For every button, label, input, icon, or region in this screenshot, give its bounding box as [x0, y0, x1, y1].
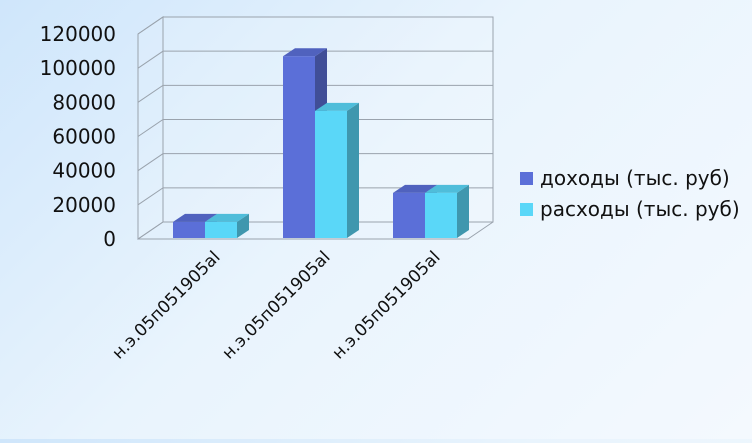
gridline [137, 221, 493, 240]
bar-income-top [283, 48, 327, 57]
y-tick-label: 120000 [40, 22, 116, 46]
x-tick-label: н.э.05п051905аl [329, 247, 445, 363]
gridline [137, 153, 493, 172]
y-tick-label: 100000 [40, 56, 116, 80]
y-tick-label: 0 [103, 227, 116, 251]
bar-expenses-side [347, 102, 359, 238]
bar-income [393, 192, 425, 238]
gridline [137, 50, 493, 69]
legend-label-income: доходы (тыс. руб) [540, 166, 730, 190]
bar-expenses-top [205, 213, 249, 222]
bar-expenses [205, 221, 237, 238]
y-tick-label: 80000 [52, 90, 116, 114]
legend-item-expenses: расходы (тыс. руб) [518, 197, 748, 222]
bar-expenses [315, 110, 347, 238]
bar-income [173, 221, 205, 238]
legend-item-income: доходы (тыс. руб) [518, 166, 748, 191]
legend: доходы (тыс. руб) расходы (тыс. руб) [518, 166, 748, 228]
y-tick-label: 60000 [52, 125, 116, 149]
y-tick-label: 40000 [52, 159, 116, 183]
gridline [137, 119, 493, 137]
gridline [137, 187, 493, 206]
bar-expenses-side [237, 213, 249, 238]
bar-expenses-side [457, 184, 469, 238]
floor-edge [138, 221, 494, 240]
bar-expenses-top [315, 102, 359, 111]
gridline [137, 16, 493, 35]
bar-expenses [425, 192, 457, 238]
legend-swatch-income [520, 172, 533, 185]
bar-income-top [393, 184, 437, 193]
y-tick-label: 20000 [52, 193, 116, 217]
legend-label-expenses: расходы (тыс. руб) [540, 197, 740, 221]
x-tick-label: н.э.05п051905аl [219, 247, 335, 363]
bar-income-top [173, 213, 217, 222]
x-tick-label: н.э.05п051905аl [109, 247, 225, 363]
gridline [137, 84, 493, 103]
bar-expenses-top [425, 184, 469, 193]
legend-swatch-expenses [520, 203, 533, 216]
bar-income [283, 56, 315, 239]
